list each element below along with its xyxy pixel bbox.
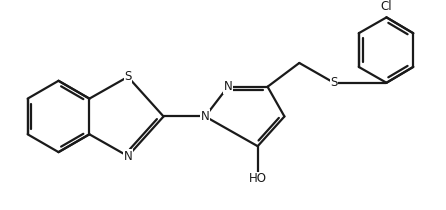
Text: S: S [124,70,132,83]
Text: S: S [330,76,338,89]
Text: HO: HO [249,172,267,185]
Text: Cl: Cl [381,0,392,13]
Text: N: N [124,150,132,163]
Text: N: N [201,110,210,123]
Text: N: N [223,80,232,93]
